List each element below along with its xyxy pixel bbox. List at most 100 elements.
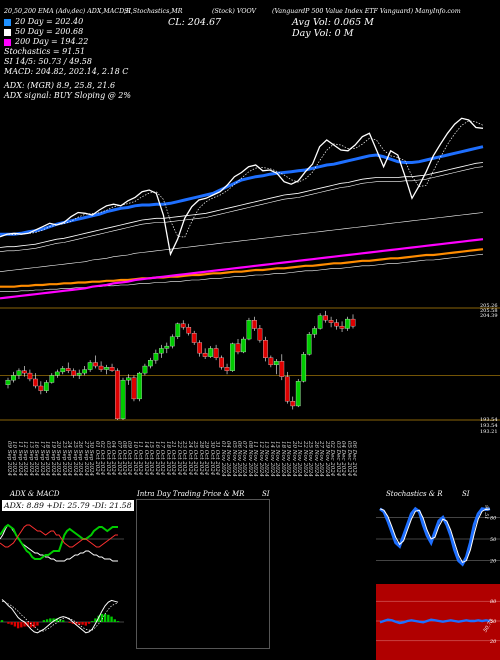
candle-body	[279, 361, 285, 377]
ma20-line	[0, 145, 484, 236]
macd-histogram-bar	[36, 622, 39, 626]
macd-histogram-bar	[45, 619, 49, 622]
candle-body	[98, 365, 104, 370]
close-price-line	[0, 117, 484, 257]
candle-body	[33, 378, 38, 387]
macd-histogram-bar	[110, 616, 113, 622]
r-line	[379, 618, 491, 625]
macd-histogram-bar	[71, 622, 75, 624]
macd-histogram-bar	[26, 622, 29, 627]
ma50-line	[0, 162, 484, 248]
candle-body	[153, 352, 159, 361]
header-indicators: 20,50,200 EMA (Adv,dec) ADX,MACD,R	[4, 8, 131, 15]
stochastics-value: Stochastics = 91.51	[4, 47, 86, 56]
intraday-chart-area	[136, 499, 270, 649]
candle-body	[169, 336, 175, 347]
stochastics-tick-label: 80	[490, 515, 497, 521]
date-tick-label: 06 Dec 2024	[351, 441, 357, 477]
macd-histogram-bar	[29, 622, 33, 628]
candle-body	[115, 370, 120, 420]
macd-histogram-bar	[103, 613, 107, 622]
ma200-band-line	[0, 253, 484, 292]
candle-body	[350, 318, 356, 327]
legend-ma200-label: 200 Day = 194.22	[15, 37, 89, 46]
stochastics-si-label: SI	[462, 490, 470, 498]
candle-body	[191, 333, 197, 343]
header-oscillators: SI,Stochastics,MR	[124, 8, 183, 15]
average-volume: Avg Vol: 0.065 M	[292, 17, 374, 28]
candle-body	[186, 327, 192, 334]
candle-body	[16, 370, 22, 376]
candle-body	[224, 367, 230, 371]
macd-histogram-bar	[97, 615, 100, 622]
candle-body	[257, 328, 263, 341]
adx-panel-title: ADX & MACD	[10, 490, 60, 498]
legend-ma20-label: 20 Day = 202.40	[15, 17, 84, 26]
macd-histogram-bar	[74, 622, 78, 625]
candle-body	[323, 315, 328, 321]
candle-body	[93, 362, 98, 367]
candle-body	[82, 369, 88, 374]
candle-body	[180, 323, 186, 328]
candle-body	[87, 362, 93, 370]
macd-histogram-bar	[55, 618, 58, 622]
adx-values: ADX: 8.89 +DI: 25.79 -DI: 21.58	[4, 501, 132, 510]
macd-histogram-bar	[62, 620, 65, 622]
candle-body	[241, 338, 246, 353]
stochastics-panel-title: Stochastics & R	[386, 490, 443, 498]
macd-histogram-bar	[16, 622, 20, 629]
ma20-swatch	[4, 18, 11, 26]
r-tick-label: 80	[490, 599, 497, 605]
macd-histogram-bar	[100, 613, 104, 622]
candle-body	[164, 345, 170, 349]
macd-histogram-bar	[113, 619, 116, 622]
macd-histogram-bar	[20, 622, 23, 628]
macd-value: MACD: 204.82, 202.14, 2.18 C	[4, 67, 129, 76]
macd-signal-line	[1, 600, 119, 632]
macd-histogram-bar	[68, 622, 71, 623]
stochastics-k-line	[379, 506, 491, 567]
ma50-band-line	[0, 166, 484, 252]
candle-body	[235, 343, 241, 353]
candle-body	[252, 320, 257, 329]
candle-body	[306, 334, 312, 355]
candle-body	[71, 370, 77, 376]
legend-ma50: 50 Day = 200.68	[4, 27, 131, 37]
candle-body	[301, 354, 307, 382]
price-label: 205.26	[480, 303, 498, 309]
candle-body	[334, 322, 339, 327]
price-label: 193.54	[480, 417, 498, 423]
price-axis-bottom: 193.54 193.54 193.21	[480, 417, 498, 435]
candle-body	[11, 375, 16, 381]
candle-body	[290, 401, 296, 407]
macd-histogram-bar	[42, 620, 46, 622]
macd-histogram-bar	[87, 622, 91, 624]
candle-body	[104, 367, 109, 370]
candle-body	[27, 372, 33, 380]
candle-body	[317, 315, 323, 329]
candle-body	[76, 372, 82, 376]
legend-ma200: 200 Day = 194.22	[4, 37, 131, 47]
candle-body	[148, 360, 153, 367]
candle-body	[5, 379, 11, 385]
date-axis: 09 Sep 2024 10 Sep 2024 11 Sep 2024 12 Sep …	[0, 441, 500, 483]
candle-body	[273, 361, 279, 366]
macd-histogram-bar	[23, 622, 26, 627]
ma50-swatch	[4, 28, 11, 36]
stochastics-tick-label: 20	[489, 559, 497, 565]
ema-dotted-line	[0, 120, 484, 238]
stochastics-d-line	[379, 508, 490, 564]
candle-body	[158, 348, 164, 354]
intraday-panel-title: Intra Day Trading Price & MR	[137, 490, 245, 498]
candle-body	[54, 371, 60, 376]
candle-body	[263, 340, 268, 358]
price-axis-top: 205.26 205.58 204.39	[480, 304, 498, 319]
candle-body	[197, 342, 203, 354]
macd-histogram-bar	[107, 614, 110, 622]
candle-body	[345, 318, 350, 329]
macd-histogram-bar	[94, 618, 97, 622]
r-tick-label: 50	[490, 619, 497, 625]
price-label: 205.58	[480, 308, 498, 314]
stochastics-tick-label: 50	[490, 537, 497, 543]
